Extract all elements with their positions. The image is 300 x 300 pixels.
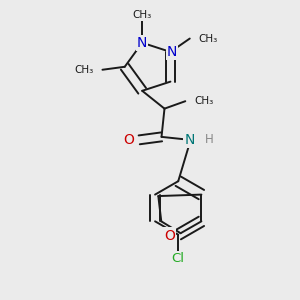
Text: CH₃: CH₃: [133, 11, 152, 20]
Text: Cl: Cl: [172, 252, 185, 265]
Text: O: O: [164, 229, 175, 243]
Text: N: N: [167, 45, 177, 59]
Text: N: N: [137, 36, 147, 50]
Text: CH₃: CH₃: [198, 34, 217, 44]
Text: O: O: [123, 133, 134, 147]
Text: CH₃: CH₃: [194, 96, 214, 106]
Text: H: H: [205, 133, 213, 146]
Text: N: N: [184, 133, 195, 147]
Text: CH₃: CH₃: [74, 65, 94, 75]
